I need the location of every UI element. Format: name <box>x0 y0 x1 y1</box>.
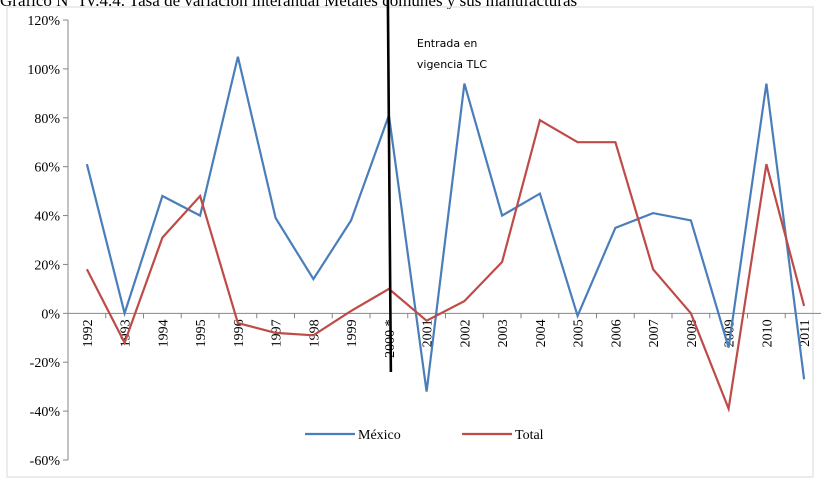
y-tick-label: 80% <box>34 112 60 127</box>
y-tick-label: 100% <box>27 63 60 78</box>
x-tick-label: 1992 <box>81 319 96 347</box>
x-tick-label: 2003 <box>496 319 511 347</box>
x-tick-label: 2005 <box>572 319 587 347</box>
x-tick-label: 2007 <box>647 319 662 347</box>
x-tick-label: 2002 <box>458 319 473 347</box>
chart-title: Gráfico N° IV.4.4. Tasa de variación int… <box>0 0 821 9</box>
x-tick-label: 2004 <box>534 319 549 347</box>
x-tick-label: 1995 <box>194 319 209 347</box>
x-tick-label: 2006 <box>609 319 624 347</box>
series-group <box>85 56 806 413</box>
series-line-m-xico <box>85 56 806 392</box>
x-axis: 199219931994199519961997199819992000 *20… <box>67 312 821 358</box>
annotation-label-line2: vigencia TLC <box>417 58 487 71</box>
y-tick-label: 20% <box>34 258 60 273</box>
x-tick-label: 1996 <box>232 319 247 347</box>
y-tick-label: -60% <box>30 454 61 469</box>
legend: México Total <box>305 428 544 443</box>
annotation-group: Entrada en vigencia TLC <box>386 0 487 373</box>
y-tick-label: 120% <box>27 14 60 29</box>
legend-label: México <box>358 428 401 443</box>
y-tick-label: 60% <box>34 161 60 176</box>
x-tick-label: 2008 <box>685 319 700 347</box>
y-tick-label: 0% <box>41 307 60 322</box>
y-tick-label: -40% <box>30 405 61 420</box>
x-tick-label: 1999 <box>345 319 360 347</box>
y-tick-label: 40% <box>34 210 60 225</box>
legend-label: Total <box>515 428 544 443</box>
y-tick-label: -20% <box>30 356 61 371</box>
annotation-line <box>386 0 393 373</box>
x-tick-label: 2011 <box>798 319 813 346</box>
annotation-label-line1: Entrada en <box>417 37 477 50</box>
x-tick-label: 1994 <box>156 319 171 347</box>
chart-frame <box>6 6 814 478</box>
y-axis: -60% -40% -20% 0% 20% 40% 60% 80% 100% 120% <box>27 14 69 469</box>
x-tick-label: 2010 <box>760 319 775 347</box>
series-line-total <box>85 118 806 413</box>
